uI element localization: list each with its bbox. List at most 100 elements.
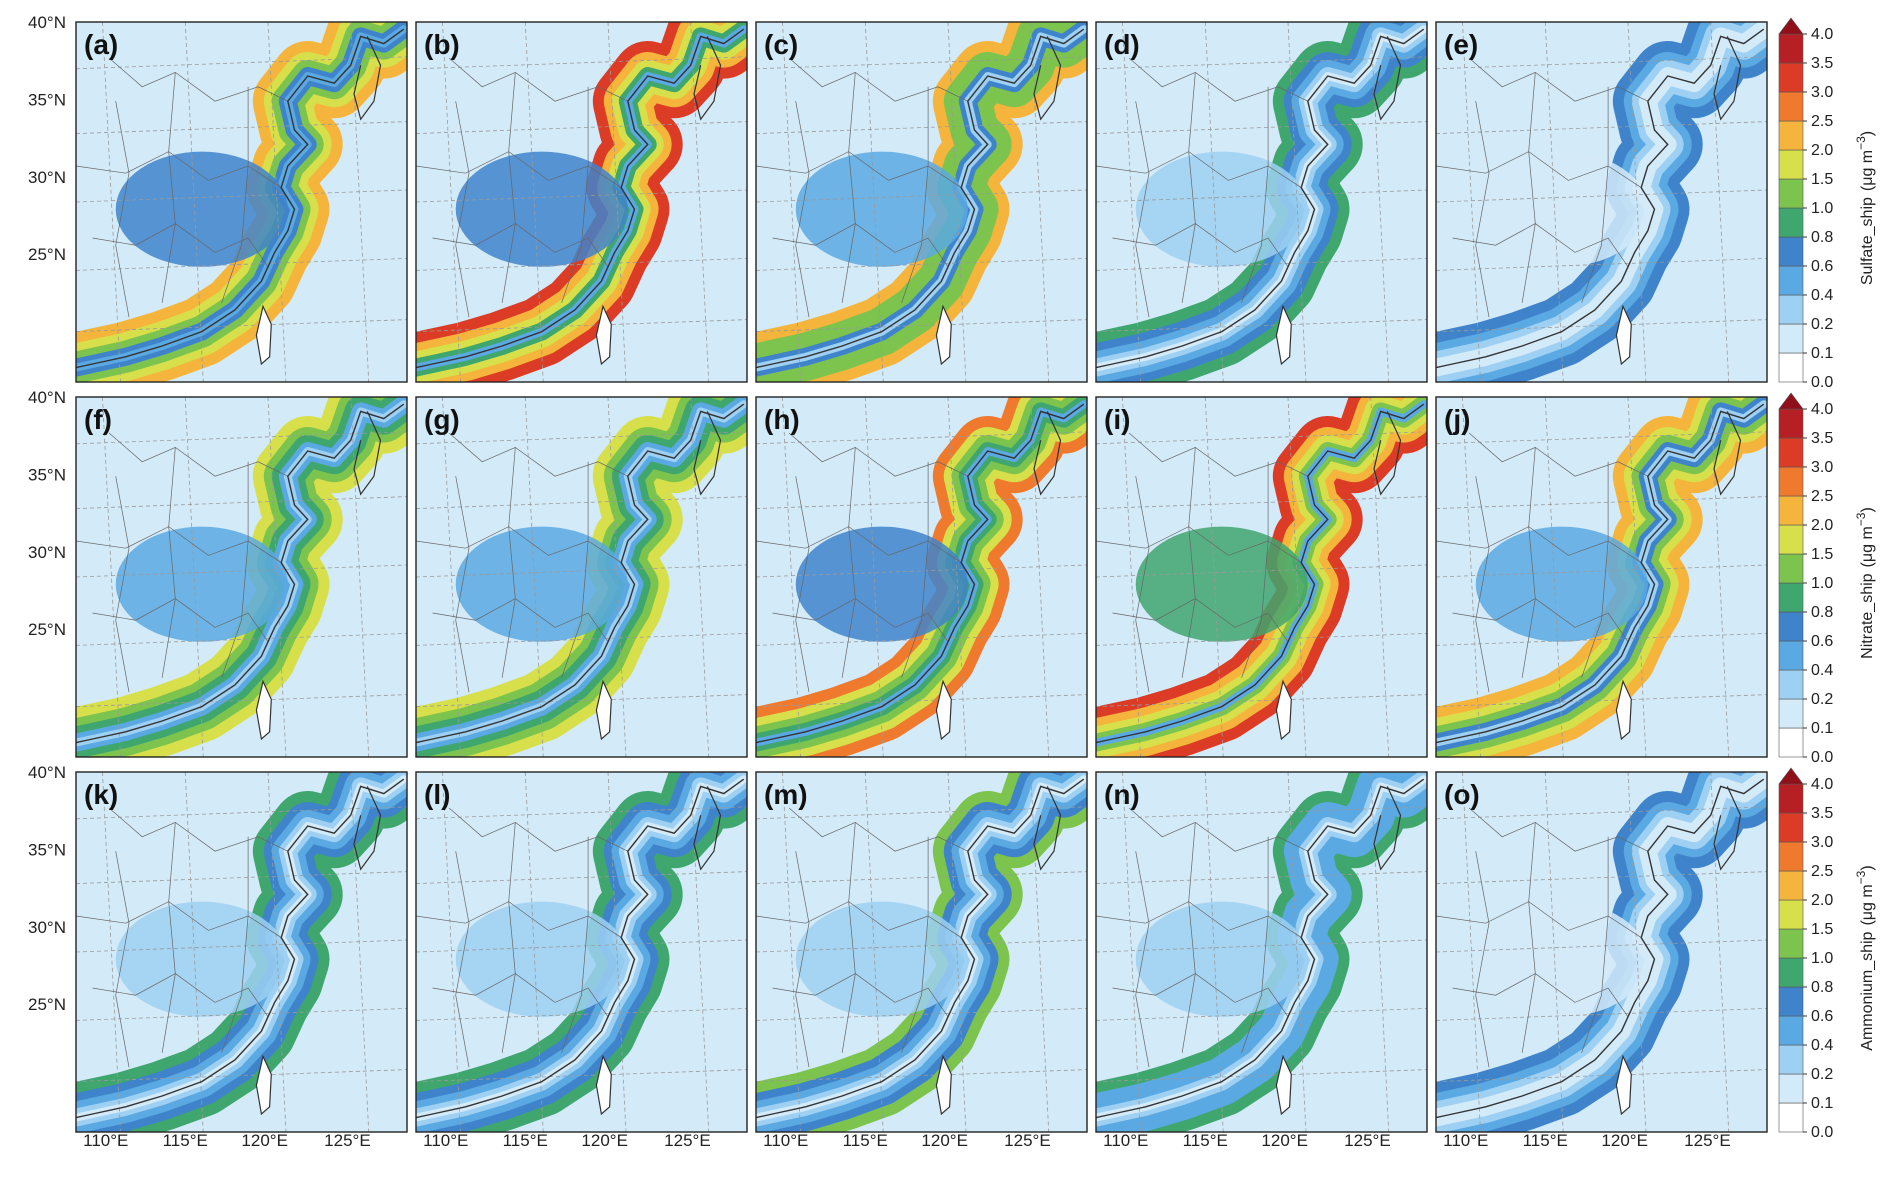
colorbar-tick-label: 1.5: [1811, 546, 1833, 563]
province-border: [1581, 86, 1609, 303]
colorbar-segment: [1778, 408, 1804, 439]
colorbar-unit: (μg m: [1859, 526, 1876, 567]
lat-tick-label: 25°N: [28, 995, 66, 1014]
province-border: [1096, 526, 1302, 563]
inland-plume: [455, 526, 628, 642]
colorbar-segment: [1778, 120, 1804, 151]
korea-coast: [693, 786, 722, 871]
lat-gridline: [756, 258, 1087, 271]
province-border: [1475, 851, 1490, 1068]
province-border: [1521, 822, 1536, 1053]
map-panel: (n): [1095, 771, 1428, 1133]
axis-labels-group: 40°N 35°N 30°N 25°N 40°N 35°N 30°N 25°N 40°N 35°N…: [28, 13, 1731, 1150]
colorbar-segment: [1778, 1044, 1804, 1075]
lat-gridline: [1096, 564, 1427, 578]
colorbar-tick-label: 0.2: [1811, 316, 1833, 333]
lat-gridline: [756, 564, 1087, 578]
colorbar-extend-arrow: [1778, 17, 1804, 35]
lon-tick-label: 110°E: [763, 1131, 808, 1150]
map-panel: (l): [415, 771, 748, 1133]
colorbar-segment: [1778, 1015, 1804, 1046]
province-border: [901, 461, 929, 678]
taiwan-island: [935, 304, 952, 366]
lat-gridline: [416, 694, 747, 707]
lat-gridline: [416, 431, 747, 445]
province-border: [161, 822, 176, 1053]
lat-gridline: [76, 871, 407, 884]
province-border: [432, 973, 609, 1017]
colorbar: 0.0 0.1 0.2 0.4 0.6 0.8 1.0 1.5 2.0 2.5 3.0 3.5 4.0 N…: [1778, 392, 1876, 766]
province-border: [841, 447, 856, 678]
map-panels-group: (a) (b) (c) (d) (e) (f) (g) (h) (i) (j) (k) (l) (m) (…: [75, 21, 1768, 1133]
lat-gridline: [1436, 1008, 1767, 1021]
province-border: [756, 526, 962, 563]
coastline: [1096, 778, 1425, 1119]
lon-tick-label: 115°E: [1523, 1131, 1568, 1150]
lat-gridline: [76, 1069, 407, 1082]
province-border: [455, 101, 470, 318]
colorbar-tick-label: 2.0: [1811, 517, 1833, 534]
lat-gridline: [76, 806, 407, 820]
province-border: [221, 86, 249, 303]
concentration-field: [1436, 22, 1767, 382]
colorbar-segment: [1778, 33, 1804, 64]
province-border: [1521, 447, 1536, 678]
panel-frame: [415, 396, 748, 758]
map-panel: (g): [415, 396, 748, 758]
colorbar-unit-exponent: −3: [1854, 512, 1868, 526]
lon-tick-label: 115°E: [1183, 1131, 1228, 1150]
taiwan-island: [255, 679, 272, 741]
province-border: [756, 151, 962, 188]
colorbar-segment: [1778, 611, 1804, 642]
taiwan-island: [1275, 1054, 1292, 1116]
panel-label: (a): [84, 29, 118, 60]
lat-gridline: [416, 258, 747, 271]
concentration-field: [76, 397, 407, 757]
province-border: [115, 851, 130, 1068]
coastline: [76, 28, 405, 369]
province-border: [1096, 901, 1302, 938]
panel-label: (h): [764, 404, 800, 435]
inland-plume: [1135, 151, 1308, 267]
inland-plume: [795, 901, 968, 1017]
colorbar-tick-label: 0.1: [1811, 1095, 1833, 1112]
colorbar-tick-label: 0.6: [1811, 633, 1833, 650]
lat-gridline: [756, 871, 1087, 884]
inland-plume: [1475, 901, 1648, 1017]
concentration-field: [76, 772, 407, 1132]
lat-gridline: [76, 496, 407, 509]
colorbar-tick-label: 0.4: [1811, 662, 1833, 679]
province-border: [221, 461, 249, 678]
panel-label: (b): [424, 29, 460, 60]
map-panel: (b): [415, 21, 748, 383]
lon-tick-label: 110°E: [1443, 1131, 1488, 1150]
concentration-field: [756, 772, 1087, 1132]
province-border: [448, 807, 628, 852]
province-border: [1468, 57, 1648, 102]
colorbar-tick-label: 0.0: [1811, 1124, 1833, 1141]
colorbar-segment: [1778, 149, 1804, 180]
colorbar-segment: [1778, 524, 1804, 555]
map-panel: (e): [1435, 21, 1768, 383]
lat-gridline: [756, 121, 1087, 134]
province-border: [416, 526, 622, 563]
colorbar-tick-label: 0.1: [1811, 720, 1833, 737]
lat-gridline: [1436, 319, 1767, 332]
province-border: [1181, 447, 1196, 678]
lat-gridline: [416, 871, 747, 884]
colorbar-tick-label: 3.0: [1811, 834, 1833, 851]
province-border: [901, 86, 929, 303]
coastline: [76, 403, 405, 744]
province-border: [432, 223, 609, 267]
korea-coast: [1373, 36, 1402, 121]
lat-gridline: [1096, 56, 1427, 70]
province-border: [1112, 973, 1289, 1017]
panel-label: (k): [84, 779, 118, 810]
colorbar-variable: Sulfate_ship: [1859, 197, 1876, 285]
lat-gridline: [1096, 496, 1427, 509]
province-border: [1241, 836, 1269, 1053]
colorbar-tick-label: 4.0: [1811, 26, 1833, 43]
map-panel: (m): [755, 771, 1088, 1133]
lon-tick-label: 125°E: [1344, 1131, 1391, 1150]
lat-gridline: [76, 1008, 407, 1021]
